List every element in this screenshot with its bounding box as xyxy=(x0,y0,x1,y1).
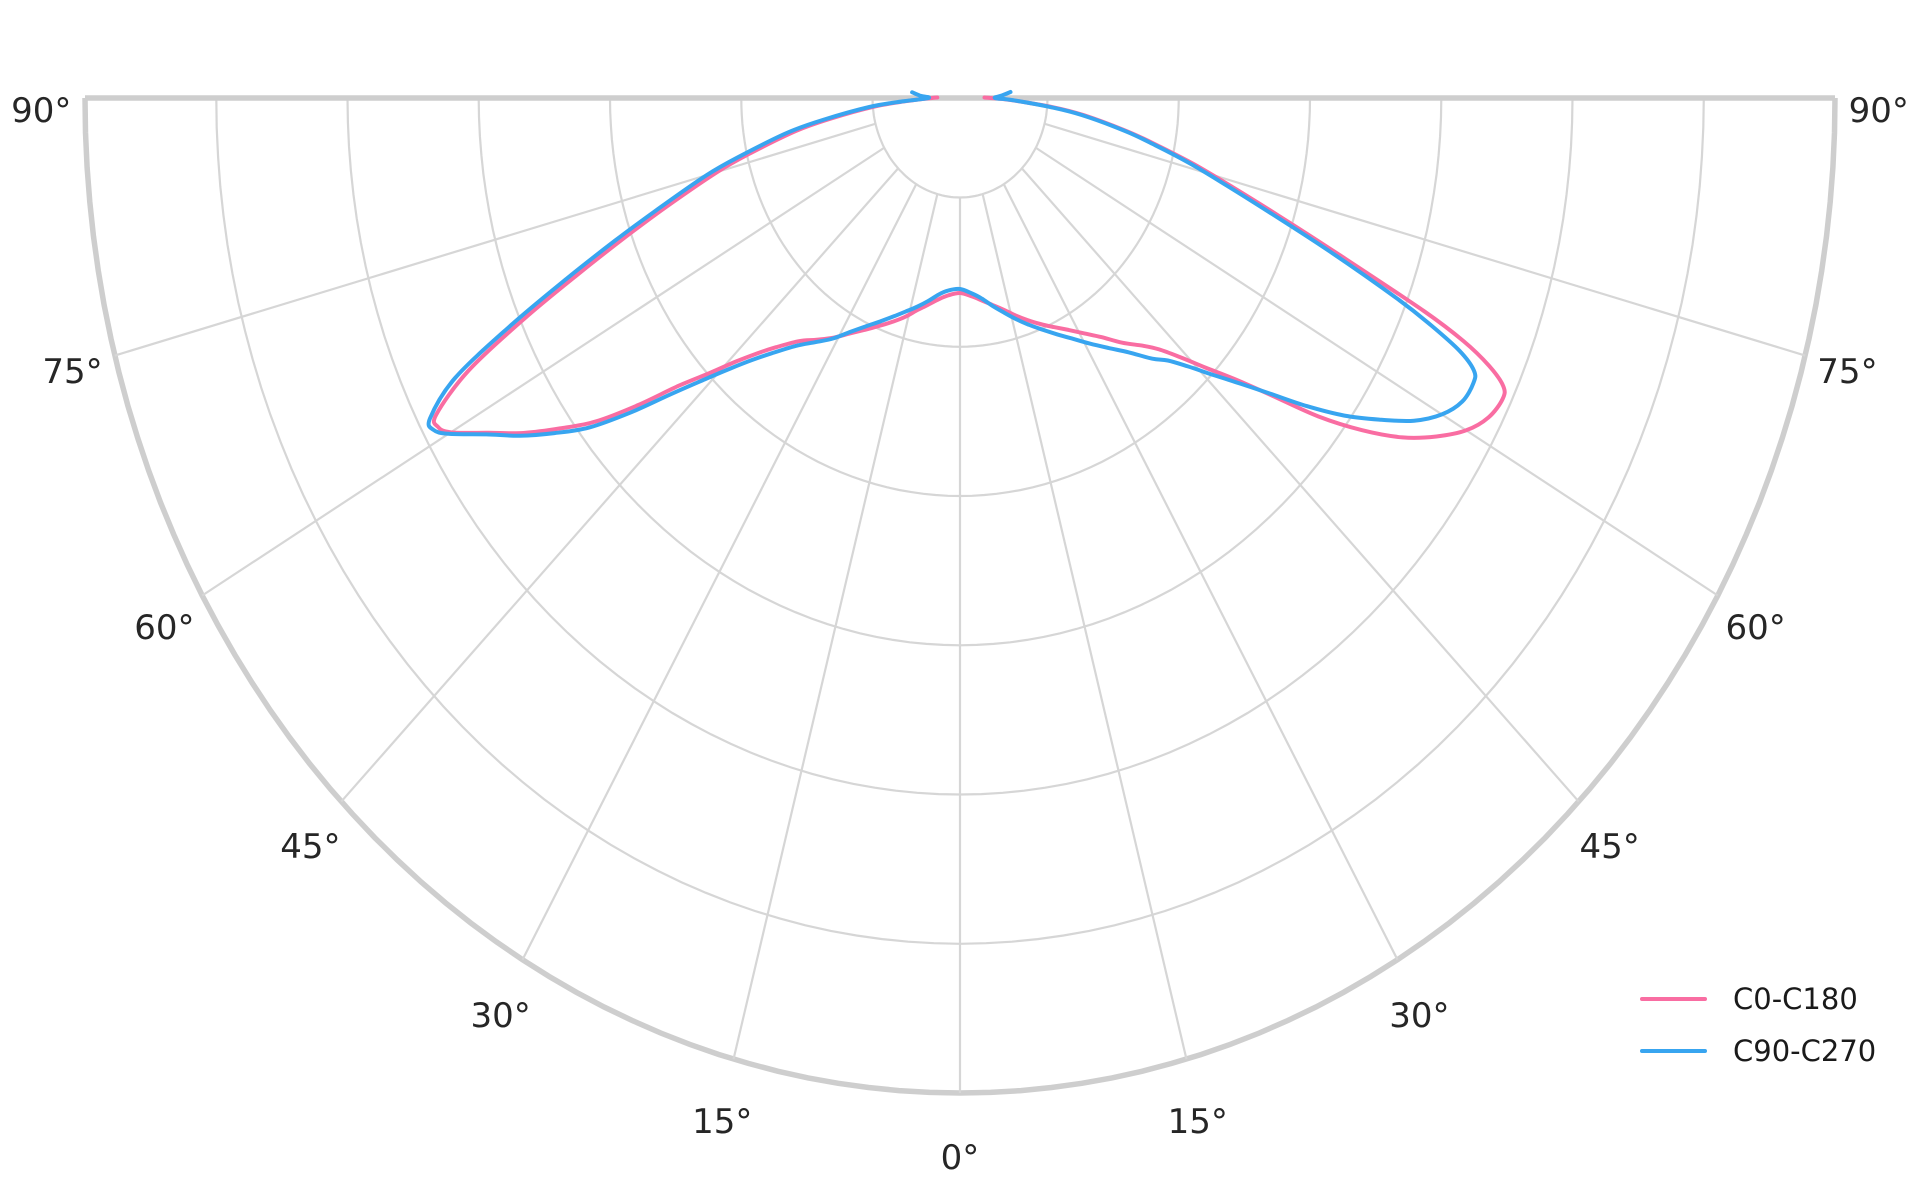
angle-label-right-90: 90° xyxy=(1848,91,1909,131)
polar-spoke-60deg xyxy=(1035,146,1719,597)
polar-spoke-30deg xyxy=(1002,183,1399,961)
legend-entry-c90-c270: C90-C270 xyxy=(1640,1032,1876,1070)
angle-label-left-45: 45° xyxy=(280,827,341,868)
curve-c0-c180 xyxy=(431,95,1507,440)
c90-c270-line-swatch xyxy=(1640,1048,1707,1054)
polar-spoke--45deg xyxy=(340,167,899,803)
angle-label-right-30: 30° xyxy=(1389,995,1450,1036)
angle-label-left-60: 60° xyxy=(134,607,195,648)
polar-spoke-15deg xyxy=(981,193,1188,1060)
legend: C0-C180 C90-C270 xyxy=(1640,980,1876,1070)
polar-spoke--30deg xyxy=(521,183,918,961)
polar-ring-0 xyxy=(871,97,1049,199)
polar-spoke--60deg xyxy=(201,146,885,597)
angle-label-right-15: 15° xyxy=(1167,1101,1228,1142)
polar-spoke-75deg xyxy=(1044,122,1806,357)
curve-c90-c270 xyxy=(426,90,1478,438)
polar-spoke-45deg xyxy=(1021,167,1580,803)
angle-label-right-45: 45° xyxy=(1579,827,1640,868)
angle-label-left-15: 15° xyxy=(692,1101,753,1142)
legend-label-c0-c180: C0-C180 xyxy=(1733,982,1858,1016)
angle-label-right-75: 75° xyxy=(1817,352,1878,393)
polar-spoke--15deg xyxy=(732,193,939,1060)
legend-label-c90-c270: C90-C270 xyxy=(1733,1034,1877,1068)
angle-label-left-90: 90° xyxy=(11,91,72,131)
angle-label-left-30: 30° xyxy=(470,995,531,1036)
legend-entry-c0-c180: C0-C180 xyxy=(1640,980,1876,1018)
angle-label-left-75: 75° xyxy=(42,352,103,393)
angle-label-right-60: 60° xyxy=(1725,607,1786,648)
polar-spoke--75deg xyxy=(114,122,876,357)
c0-c180-line-swatch xyxy=(1640,996,1707,1002)
angle-label-0: 0° xyxy=(940,1137,980,1177)
